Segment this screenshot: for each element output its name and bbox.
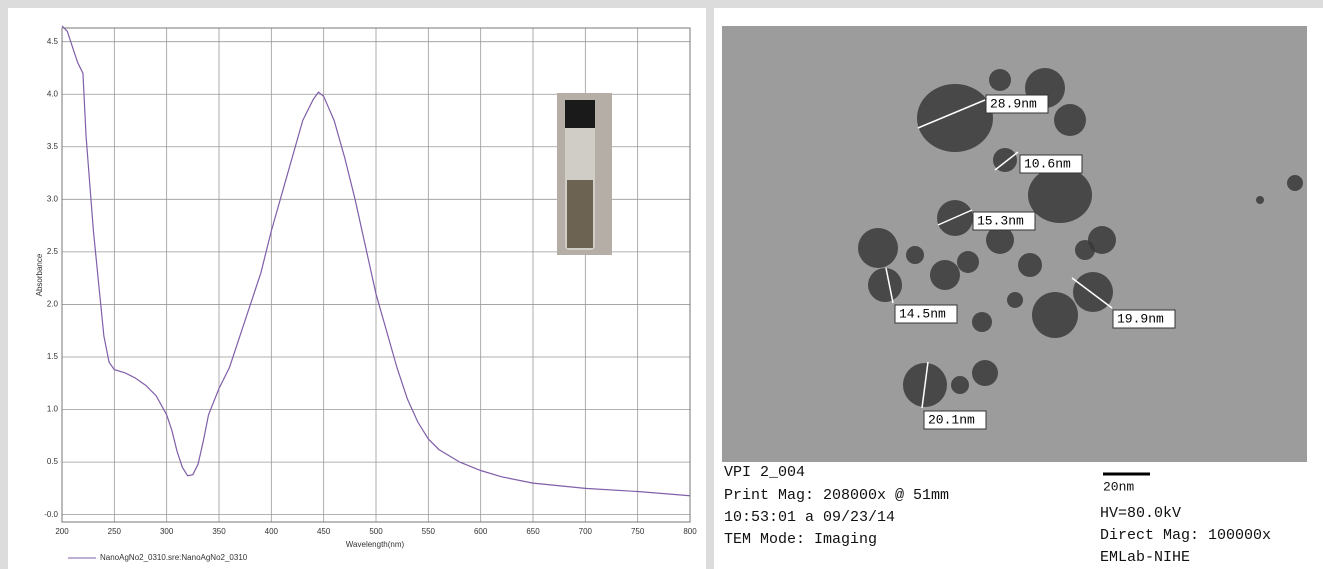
y-tick-label: 2.0 [47, 300, 59, 309]
tem-image: 28.9nm 10.6nm 15.3nm 14.5nm 19.9nm 20.1n… [722, 26, 1307, 566]
y-tick-label: 1.0 [47, 405, 59, 414]
y-tick-label: 0.5 [47, 457, 59, 466]
x-tick-label: 600 [474, 527, 488, 536]
x-tick-label: 300 [160, 527, 174, 536]
data-line [61, 25, 691, 497]
y-tick-label: 4.0 [47, 89, 59, 98]
legend-label: NanoAgNo2_0310.sre:NanoAgNo2_0310 [100, 553, 248, 562]
x-tick-label: 350 [212, 527, 226, 536]
info-text: HV=80.0kV [1100, 505, 1181, 522]
y-tick-label: 3.5 [47, 142, 59, 151]
x-tick-label: 500 [369, 527, 383, 536]
measurement: 15.3nm [977, 213, 1024, 228]
measurement: 20.1nm [928, 412, 975, 427]
scale-label: 20nm [1103, 479, 1134, 494]
y-tick-label: 1.5 [47, 352, 59, 361]
x-tick-label: 250 [108, 527, 122, 536]
info-text: 10:53:01 a 09/23/14 [724, 509, 895, 526]
y-axis-title: Absorbance [35, 253, 44, 296]
plot-frame [61, 27, 691, 523]
x-tick-label: 700 [579, 527, 593, 536]
info-text: Print Mag: 208000x @ 51mm [724, 487, 949, 504]
info-text: VPI 2_004 [724, 464, 805, 481]
x-tick-label: 200 [55, 527, 69, 536]
y-tick-label: 3.0 [47, 194, 59, 203]
x-tick-label: 450 [317, 527, 331, 536]
x-tick-label: 750 [631, 527, 645, 536]
measurement: 10.6nm [1024, 156, 1071, 171]
y-tick-label: 4.5 [47, 37, 59, 46]
vial-photo [557, 93, 612, 255]
x-tick-label: 800 [683, 527, 697, 536]
measurement: 14.5nm [899, 306, 946, 321]
measure-lines [885, 99, 1113, 409]
x-tick-label: 650 [526, 527, 540, 536]
x-axis-title: Wavelength(nm) [346, 540, 405, 549]
info-text: EMLab-NIHE [1100, 549, 1190, 566]
chart: 800 750 700 650 600 550 500 450 400 350 300 250 200 4… [35, 25, 697, 562]
x-tick-label: 550 [422, 527, 436, 536]
chart-panel [8, 8, 706, 569]
y-tick-label: 2.5 [47, 247, 59, 256]
measurement: 28.9nm [990, 96, 1037, 111]
measurement: 19.9nm [1117, 311, 1164, 326]
x-tick-label: 400 [265, 527, 279, 536]
measure-boxes [894, 94, 1176, 430]
y-tick-label: -0.0 [44, 510, 58, 519]
tem-background [722, 26, 1307, 462]
info-text: TEM Mode: Imaging [724, 531, 877, 548]
info-text: Direct Mag: 100000x [1100, 527, 1271, 544]
